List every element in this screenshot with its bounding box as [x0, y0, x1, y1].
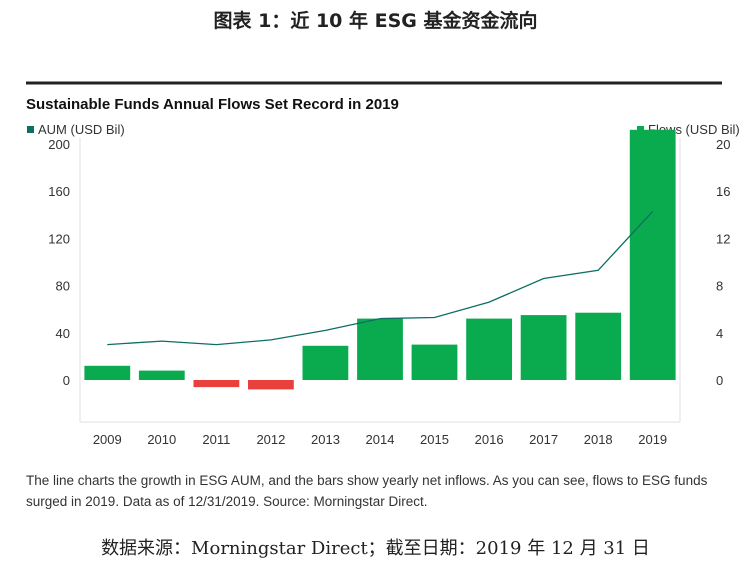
chart-caption: The line charts the growth in ESG AUM, a…: [26, 473, 708, 509]
source-note: 数据来源：Morningstar Direct；截至日期：2019 年 12 月…: [101, 538, 650, 559]
x-axis-tick-label: 2009: [93, 432, 122, 447]
legend-swatch-aum: [27, 126, 34, 133]
flow-bar-2012: [248, 380, 294, 390]
flow-bar-2010: [138, 370, 185, 380]
left-axis-tick-label: 0: [63, 373, 70, 388]
right-axis-tick-label: 8: [716, 279, 723, 294]
flow-bar-2016: [466, 318, 512, 380]
right-axis-tick-label: 12: [716, 231, 730, 246]
chart-title: Sustainable Funds Annual Flows Set Recor…: [26, 96, 399, 113]
right-axis-tick-label: 20: [716, 137, 730, 152]
left-axis-tick-label: 120: [48, 231, 70, 246]
aum-line: [107, 210, 654, 346]
flow-bar-2009: [84, 365, 131, 380]
x-axis-tick-label: 2019: [638, 432, 667, 447]
x-axis-ticks: 2009 2010 2011 2012 2013 2014 2015 2016 2017 2018…: [93, 432, 667, 447]
right-axis-ticks: 20 16 12 8 4 0: [716, 137, 730, 388]
flow-bar-2019: [629, 129, 676, 380]
chart-svg: Sustainable Funds Annual Flows Set Recor…: [26, 81, 740, 447]
x-axis-tick-label: 2016: [475, 432, 504, 447]
figure-title: 图表 1：近 10 年 ESG 基金资金流向: [213, 10, 538, 32]
right-axis-tick-label: 0: [716, 373, 723, 388]
x-axis-tick-label: 2014: [366, 432, 395, 447]
x-axis-tick-label: 2013: [311, 432, 340, 447]
x-axis-tick-label: 2017: [529, 432, 558, 447]
x-axis-tick-label: 2011: [202, 432, 230, 447]
legend-label-aum: AUM (USD Bil): [38, 122, 125, 137]
flow-bar-2018: [575, 312, 622, 380]
left-axis-tick-label: 160: [48, 184, 70, 199]
x-axis-tick-label: 2018: [584, 432, 613, 447]
legend-swatch-flows: [637, 126, 644, 133]
flow-bar-2017: [520, 315, 567, 380]
flow-bar-2011: [193, 380, 240, 388]
right-axis-tick-label: 4: [716, 326, 723, 341]
left-axis-tick-label: 80: [56, 279, 70, 294]
x-axis-tick-label: 2015: [420, 432, 449, 447]
x-axis-tick-label: 2010: [147, 432, 176, 447]
flow-bar-2013: [302, 345, 349, 380]
chart: Sustainable Funds Annual Flows Set Recor…: [0, 80, 751, 460]
left-axis-tick-label: 40: [56, 326, 70, 341]
bar-series: [84, 129, 676, 390]
right-axis-tick-label: 16: [716, 184, 730, 199]
left-axis-ticks: 200 160 120 80 40 0: [48, 137, 70, 388]
flow-bar-2015: [411, 344, 458, 380]
x-axis-tick-label: 2012: [256, 432, 285, 447]
flow-bar-2014: [357, 318, 403, 380]
left-axis-tick-label: 200: [48, 137, 70, 152]
